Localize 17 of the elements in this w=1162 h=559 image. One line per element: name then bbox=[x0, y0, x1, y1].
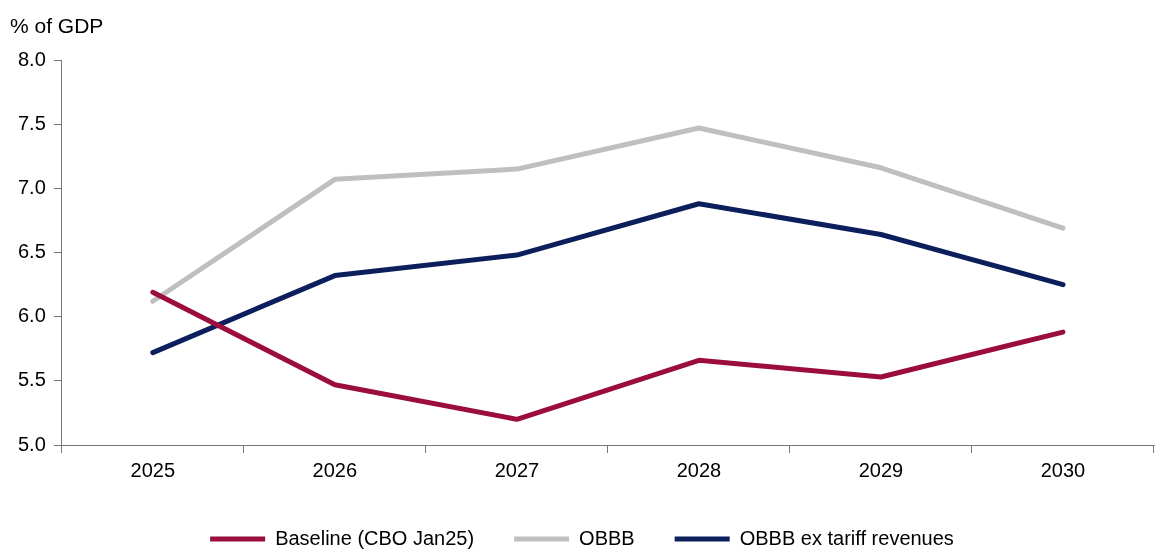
y-tick-label: 7.0 bbox=[17, 175, 46, 198]
y-tick-label: 5.0 bbox=[17, 432, 46, 455]
y-tick-label: 7.5 bbox=[17, 111, 46, 134]
legend-label: OBBB bbox=[579, 526, 635, 549]
x-tick-label: 2029 bbox=[858, 458, 904, 481]
legend-label: Baseline (CBO Jan25) bbox=[275, 526, 475, 549]
y-tick-label: 8.0 bbox=[17, 47, 46, 70]
x-tick-label: 2030 bbox=[1040, 458, 1086, 481]
y-tick-label: 6.5 bbox=[17, 240, 46, 263]
x-tick-label: 2027 bbox=[494, 458, 540, 481]
x-tick-label: 2025 bbox=[130, 458, 176, 481]
y-tick-label: 6.0 bbox=[17, 304, 46, 327]
y-axis-title: % of GDP bbox=[10, 14, 104, 38]
x-tick-label: 2028 bbox=[676, 458, 722, 481]
legend-label: OBBB ex tariff revenues bbox=[739, 526, 954, 549]
x-tick-label: 2026 bbox=[312, 458, 358, 481]
y-tick-label: 5.5 bbox=[17, 368, 46, 391]
